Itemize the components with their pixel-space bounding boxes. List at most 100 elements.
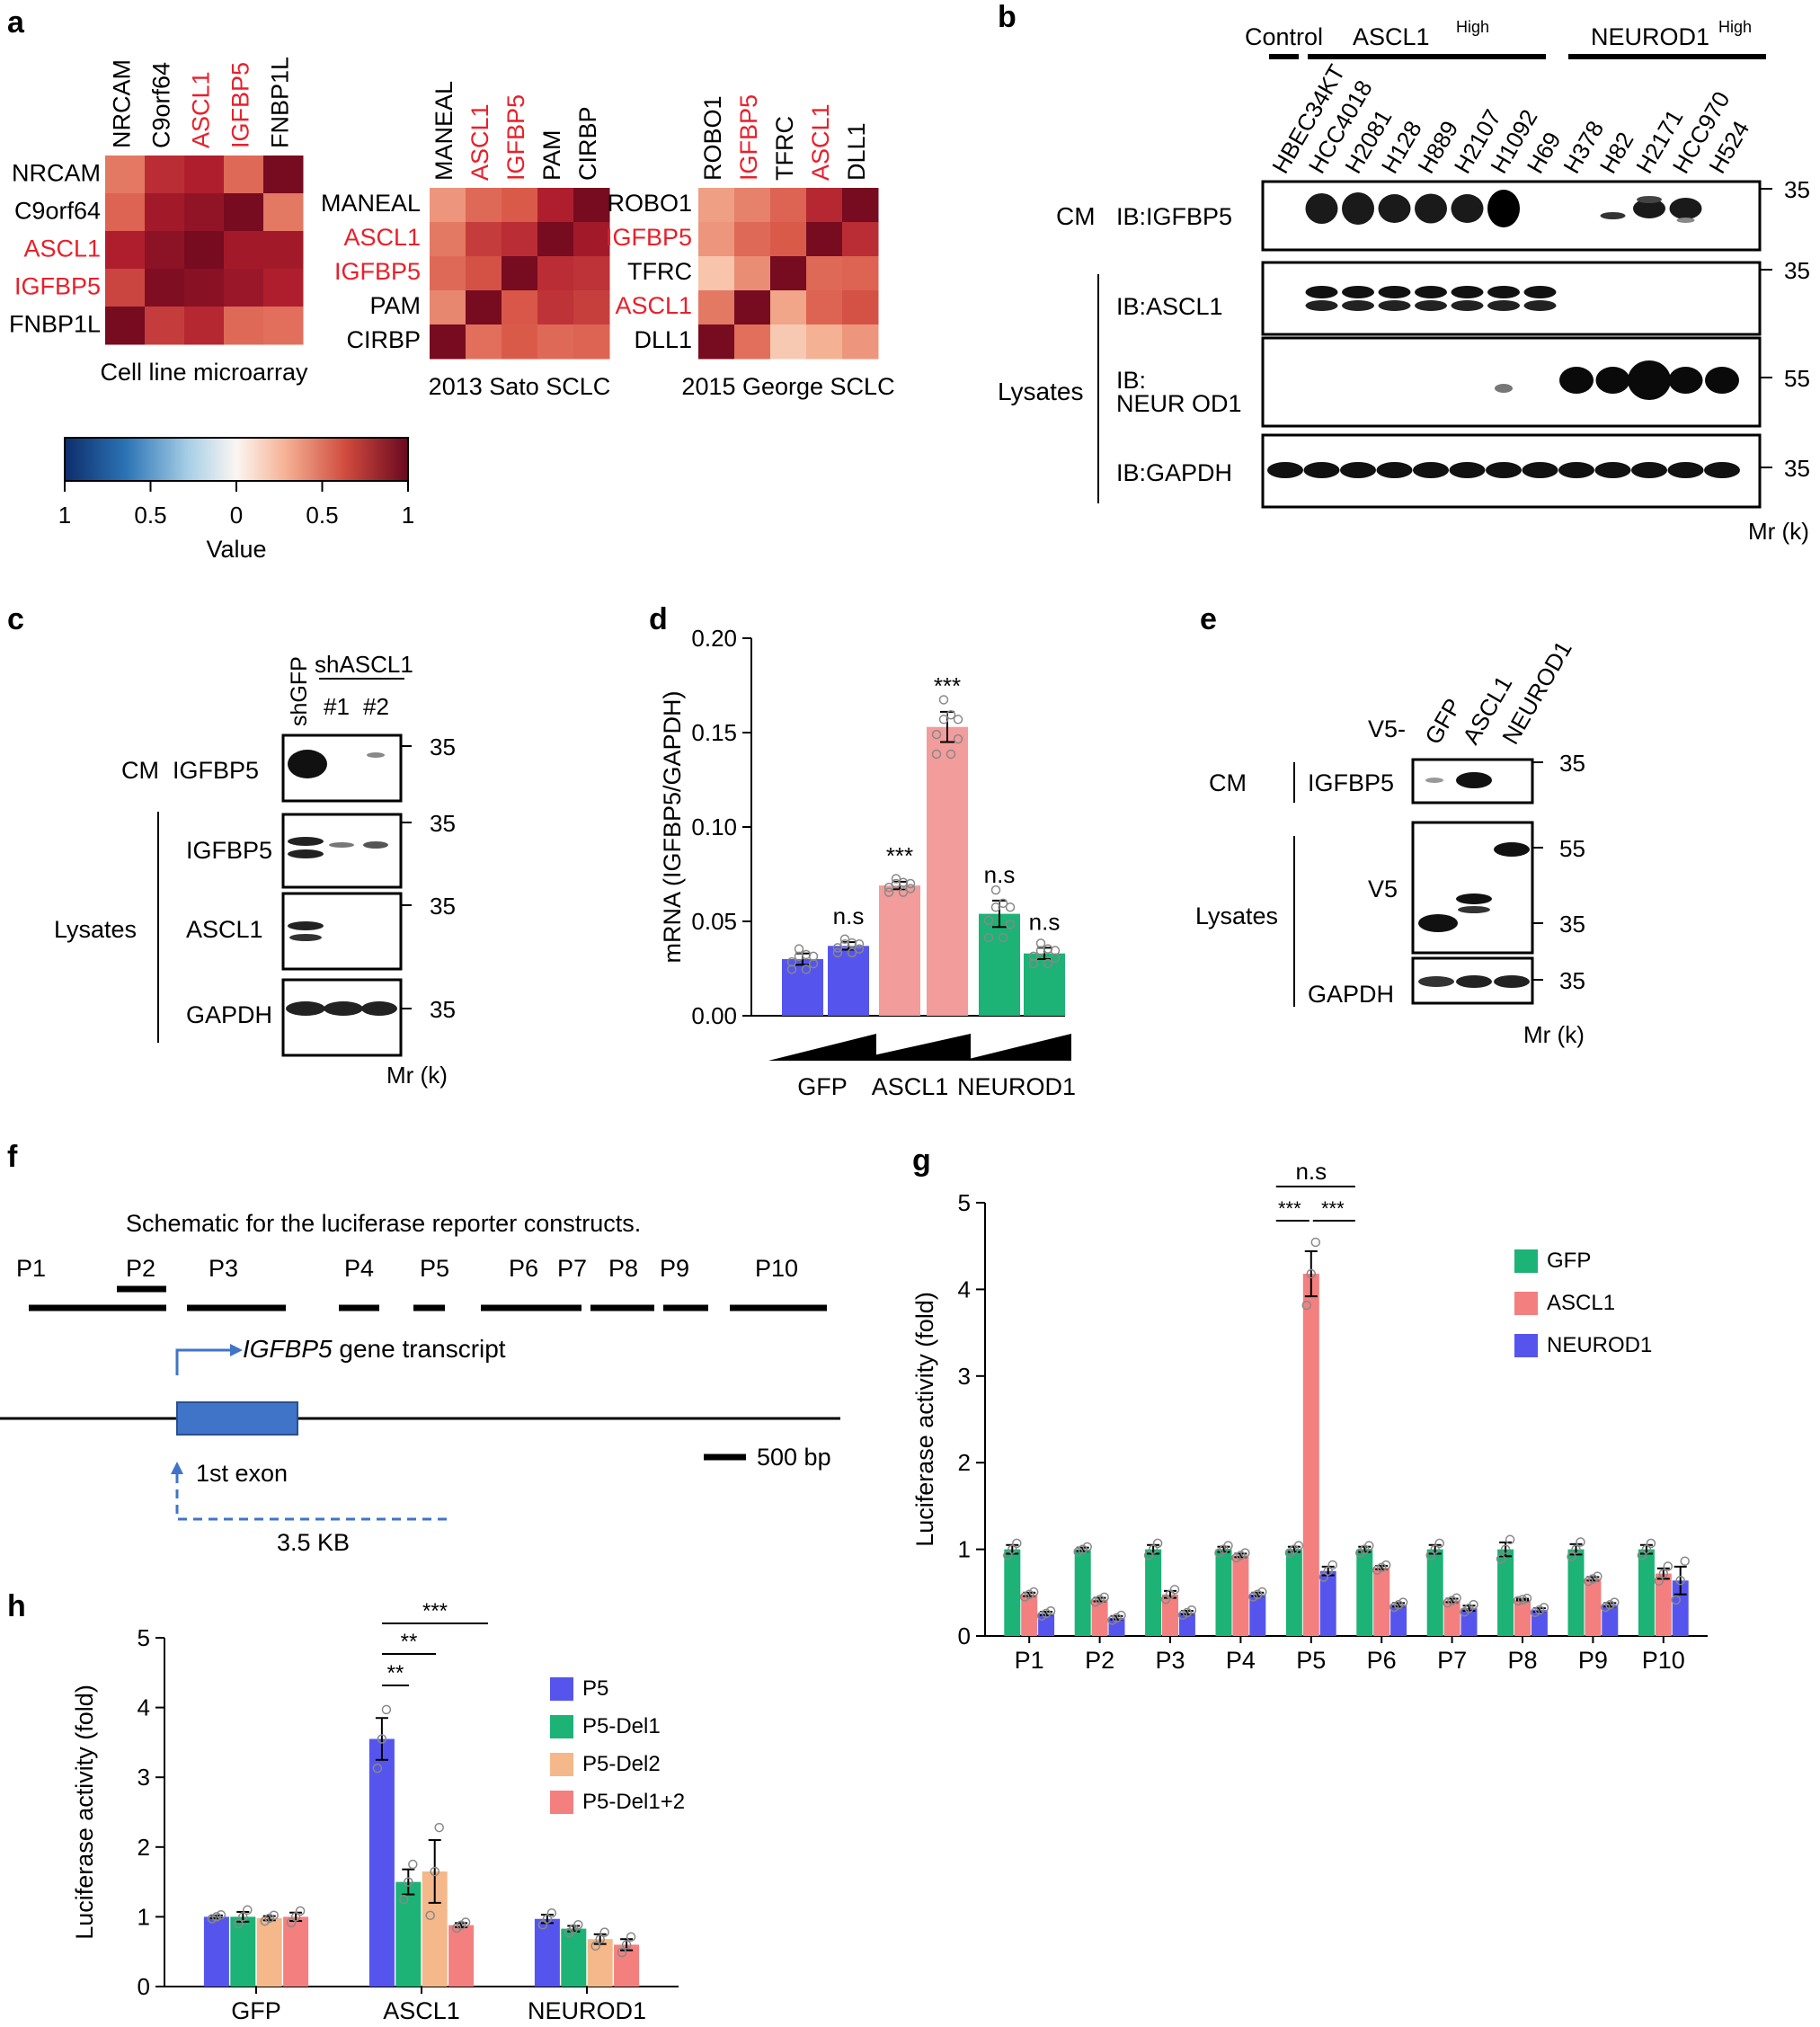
heatmap-cell <box>842 290 879 325</box>
bar <box>1585 1578 1602 1636</box>
data-point <box>546 1907 557 1918</box>
heatmap-cell <box>537 222 574 257</box>
heatmap-cell <box>698 222 735 257</box>
chart-d: 0.00 0.05 0.10 0.15 0.20 mRNA (IGFBP5/GAPDH) n… <box>659 625 1076 1100</box>
data-point <box>1050 953 1061 963</box>
dose-triangle <box>768 1034 876 1061</box>
x-tick-label: P10 <box>1642 1647 1685 1674</box>
band <box>1600 212 1626 219</box>
blot-label: ASCL1 <box>186 916 263 943</box>
data-point <box>243 1905 253 1916</box>
first-exon <box>176 1401 298 1436</box>
dose-triangle <box>849 1034 971 1061</box>
bar <box>1162 1594 1178 1636</box>
y-axis-label: Luciferase activity (fold) <box>71 1685 98 1940</box>
data-point <box>990 885 1001 895</box>
legend-swatch <box>550 1753 573 1776</box>
heatmap-cell <box>502 256 538 291</box>
data-point <box>1381 1560 1391 1570</box>
data-point <box>832 943 843 953</box>
data-point <box>404 1877 413 1887</box>
bar <box>1038 1613 1055 1636</box>
data-point <box>786 956 797 967</box>
data-point <box>537 1919 548 1930</box>
bar <box>1249 1594 1266 1636</box>
bar <box>1373 1567 1390 1636</box>
data-point <box>238 1912 248 1922</box>
heatmap-col-label: PAM <box>538 129 565 181</box>
bar <box>1091 1599 1108 1636</box>
heatmap-cell <box>573 222 610 257</box>
data-point <box>953 733 963 744</box>
heatmap-cell <box>430 324 466 360</box>
panel-c: c shGFP shASCL1 #1 #2 CM Lysates IGFBP5 … <box>7 602 456 1089</box>
heatmap-cell <box>573 188 610 223</box>
data-point <box>295 1906 306 1916</box>
data-point <box>1372 1565 1382 1575</box>
data-point <box>542 1914 553 1924</box>
data-point <box>1248 1592 1258 1602</box>
heatmap-cell <box>842 324 879 360</box>
marker: 35 <box>1559 750 1585 777</box>
legend-label: ASCL1 <box>1547 1291 1615 1315</box>
data-point <box>1169 1585 1180 1595</box>
colorbar-label: Value <box>206 536 266 563</box>
significance-label: *** <box>1321 1197 1345 1220</box>
data-point <box>1223 1541 1233 1551</box>
heatmap-row-label: IGFBP5 <box>606 224 692 251</box>
y-tick-label: 0.10 <box>691 813 737 840</box>
data-point <box>1050 946 1061 956</box>
data-point <box>1505 1534 1515 1545</box>
heatmap-cell <box>430 188 466 223</box>
data-point <box>990 902 1001 912</box>
bar <box>448 1925 475 1987</box>
band <box>1449 462 1486 478</box>
band <box>1415 300 1447 311</box>
marker: 35 <box>430 893 456 920</box>
band <box>1487 190 1520 227</box>
band <box>1267 462 1303 478</box>
marker: 35 <box>430 996 456 1023</box>
heatmap-cell <box>806 324 843 360</box>
data-point <box>1182 1607 1193 1618</box>
data-point <box>953 715 963 725</box>
heatmap-cell <box>770 256 807 291</box>
bar <box>979 913 1020 1016</box>
heatmap-cell <box>105 193 146 232</box>
heatmap-col-label: IGFBP5 <box>502 94 529 181</box>
data-point <box>1680 1556 1690 1566</box>
blot-label: IGFBP5 <box>173 757 259 784</box>
heatmap-row-label: FNBP1L <box>9 311 101 338</box>
bar <box>1567 1549 1585 1636</box>
legend-swatch <box>1514 1292 1538 1315</box>
data-point <box>460 1917 471 1927</box>
data-point <box>1240 1548 1250 1558</box>
heatmap-cell <box>842 222 879 257</box>
bar <box>1232 1555 1249 1636</box>
band <box>1637 196 1662 203</box>
data-point <box>1318 1572 1328 1582</box>
band <box>1378 286 1411 298</box>
band <box>1631 462 1667 478</box>
heatmap-cell <box>537 290 574 325</box>
heatmap-cell <box>698 290 735 325</box>
data-point <box>891 878 901 889</box>
data-point <box>1425 1551 1435 1560</box>
x-tick-label: P1 <box>1015 1647 1044 1674</box>
data-point <box>998 932 1008 943</box>
bar <box>1108 1617 1125 1636</box>
x-tick-label: P6 <box>1367 1647 1397 1674</box>
band <box>1558 462 1594 478</box>
band <box>1415 286 1447 298</box>
data-point <box>211 1912 222 1922</box>
panel-f: f Schematic for the luciferase reporter … <box>0 1140 840 1556</box>
legend-swatch <box>1514 1249 1538 1273</box>
bar <box>927 726 968 1016</box>
constructs: P1 P2 P3 P4 P5 P6 P7 P8 P9 P10 <box>16 1255 827 1311</box>
significance-label: n.s <box>1295 1158 1327 1185</box>
significance-label: n.s <box>984 861 1016 888</box>
data-point <box>207 1914 218 1924</box>
data-point <box>1035 938 1046 948</box>
heatmap-cell <box>224 307 264 345</box>
